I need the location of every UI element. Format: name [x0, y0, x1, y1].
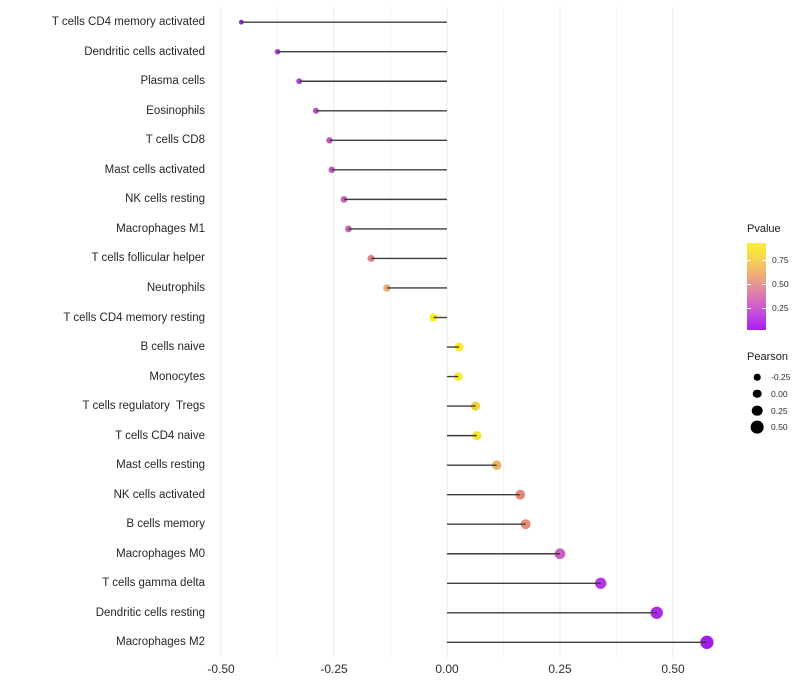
pvalue-colorbar [747, 243, 766, 330]
colorbar-tick-mark [762, 308, 766, 309]
y-axis-label: T cells regulatory Tregs [82, 400, 205, 413]
pearson-legend-dot [753, 373, 761, 381]
y-axis-label: Dendritic cells activated [84, 45, 205, 58]
y-axis-label: NK cells activated [113, 488, 205, 501]
lollipop-dot [594, 577, 607, 589]
y-axis-label: Plasma cells [140, 75, 205, 88]
y-axis-label: Macrophages M0 [116, 547, 205, 560]
x-axis-tick-label: 0.00 [435, 662, 459, 676]
y-axis-label: B cells memory [126, 518, 205, 531]
y-axis-label: Mast cells activated [104, 163, 205, 176]
pearson-legend-dot [751, 405, 763, 416]
colorbar-tick-mark [747, 284, 751, 286]
x-axis-tick-label: -0.50 [207, 662, 235, 676]
y-axis-label: Macrophages M2 [116, 636, 205, 649]
pearson-legend-label: 0.00 [771, 388, 788, 399]
y-axis-label: Macrophages M1 [116, 222, 205, 235]
y-axis-label: T cells gamma delta [102, 577, 205, 590]
y-axis-label: B cells naive [140, 341, 205, 354]
x-axis-tick-label: 0.50 [661, 662, 685, 676]
y-axis-label: T cells CD4 memory resting [63, 311, 205, 324]
y-axis-label: NK cells resting [125, 193, 205, 206]
y-axis-label: T cells CD8 [145, 134, 205, 147]
colorbar-tick-mark [747, 260, 751, 262]
colorbar-tick-label: 0.25 [772, 303, 789, 313]
pearson-legend-label: 0.50 [771, 422, 788, 433]
pearson-legend-dot [752, 389, 762, 399]
lollipop-dot [472, 431, 482, 441]
y-axis-label: T cells CD4 memory activated [51, 16, 205, 29]
y-axis-label: Monocytes [149, 370, 205, 383]
colorbar-tick-label: 0.50 [772, 279, 789, 290]
pearson-legend-label: -0.25 [771, 372, 791, 382]
lollipop-dot [326, 137, 333, 144]
colorbar-tick-label: 0.75 [772, 255, 789, 266]
pearson-legend-title: Pearson [747, 351, 788, 363]
y-axis-label: Dendritic cells resting [95, 606, 205, 619]
y-axis-label: T cells follicular helper [91, 252, 205, 265]
y-axis-label: Neutrophils [146, 281, 205, 294]
colorbar-tick-mark [747, 308, 751, 309]
y-axis-label: Eosinophils [146, 104, 205, 117]
y-axis-label: T cells CD4 naive [115, 429, 205, 442]
x-axis-tick-label: 0.25 [548, 662, 572, 676]
colorbar-tick-mark [762, 260, 766, 262]
pearson-legend-dot [750, 421, 764, 434]
pearson-legend-label: 0.25 [771, 405, 788, 416]
y-axis-label: Mast cells resting [116, 459, 205, 472]
colorbar-tick-mark [762, 284, 766, 286]
x-axis-tick-label: -0.25 [320, 662, 348, 676]
pvalue-legend-title: Pvalue [747, 223, 781, 235]
